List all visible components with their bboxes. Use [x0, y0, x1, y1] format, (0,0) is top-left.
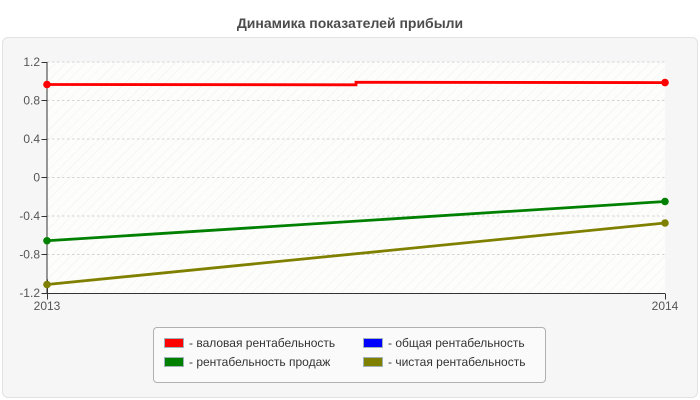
svg-text:0: 0 — [33, 171, 40, 185]
svg-text:-1.2: -1.2 — [19, 286, 40, 300]
svg-text:-0.8: -0.8 — [19, 248, 40, 262]
svg-text:1.2: 1.2 — [23, 55, 40, 69]
svg-text:2013: 2013 — [34, 299, 61, 313]
svg-text:0.8: 0.8 — [23, 94, 40, 108]
svg-text:2014: 2014 — [652, 299, 679, 313]
svg-text:0.4: 0.4 — [23, 132, 40, 146]
svg-text:-0.4: -0.4 — [19, 209, 40, 223]
